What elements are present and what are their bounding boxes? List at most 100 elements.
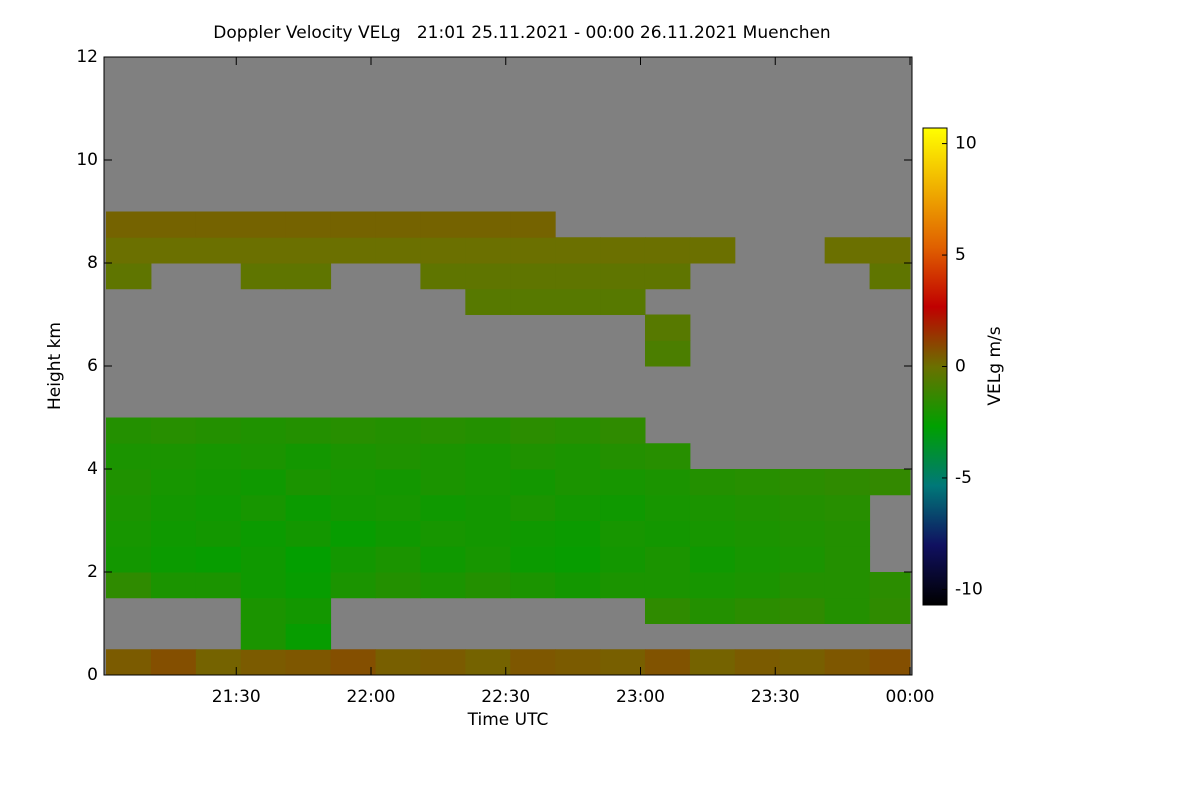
heatmap-cell bbox=[195, 237, 242, 264]
heatmap-cell bbox=[150, 494, 197, 521]
heatmap-cell bbox=[510, 494, 556, 521]
heatmap-cell bbox=[285, 520, 332, 547]
heatmap-cell bbox=[106, 237, 152, 264]
heatmap-cell bbox=[375, 494, 421, 521]
heatmap-cell bbox=[150, 469, 197, 496]
heatmap-cell bbox=[420, 649, 466, 676]
heatmap-cell bbox=[420, 237, 466, 264]
heatmap-cell bbox=[824, 520, 871, 547]
heatmap-cell bbox=[644, 649, 691, 676]
heatmap-cell bbox=[555, 572, 601, 599]
heatmap-cell bbox=[240, 263, 287, 290]
heatmap-cell bbox=[106, 443, 152, 470]
heatmap-cell bbox=[195, 546, 242, 573]
y-tick-label: 0 bbox=[87, 665, 98, 685]
heatmap-cell bbox=[689, 649, 736, 676]
heatmap-cell bbox=[779, 520, 826, 547]
heatmap-cell bbox=[150, 417, 197, 444]
heatmap-cell bbox=[330, 649, 376, 676]
heatmap-cell bbox=[555, 520, 601, 547]
heatmap-cell bbox=[375, 443, 421, 470]
heatmap-cell bbox=[285, 572, 332, 599]
heatmap-cell bbox=[689, 546, 736, 573]
heatmap-cell bbox=[465, 443, 511, 470]
heatmap-cell bbox=[420, 443, 466, 470]
heatmap-cell bbox=[106, 649, 152, 676]
heatmap-cell bbox=[330, 469, 376, 496]
heatmap-cell bbox=[510, 469, 556, 496]
chart-title: Doppler Velocity VELg 21:01 25.11.2021 -… bbox=[213, 23, 830, 43]
heatmap-cell bbox=[555, 469, 601, 496]
heatmap-cell bbox=[689, 572, 736, 599]
heatmap-cell bbox=[555, 494, 601, 521]
heatmap-cell bbox=[600, 288, 646, 315]
heatmap-cell bbox=[150, 649, 197, 676]
heatmap-cell bbox=[869, 572, 911, 599]
heatmap-cell bbox=[465, 546, 511, 573]
heatmap-cell bbox=[555, 443, 601, 470]
y-tick-label: 8 bbox=[87, 253, 98, 273]
y-axis-label: Height km bbox=[45, 322, 65, 410]
heatmap-cell bbox=[106, 494, 152, 521]
heatmap-cell bbox=[375, 572, 421, 599]
heatmap-cell bbox=[510, 649, 556, 676]
heatmap-cell bbox=[824, 597, 871, 624]
heatmap-cell bbox=[330, 520, 376, 547]
heatmap-cell bbox=[869, 469, 911, 496]
heatmap-cell bbox=[600, 572, 646, 599]
heatmap-cell bbox=[375, 649, 421, 676]
heatmap-cell bbox=[150, 546, 197, 573]
heatmap-cell bbox=[689, 469, 736, 496]
heatmap-cell bbox=[734, 597, 781, 624]
heatmap-cell bbox=[330, 417, 376, 444]
heatmap-cell bbox=[150, 520, 197, 547]
heatmap-cell bbox=[465, 494, 511, 521]
heatmap-cell bbox=[375, 546, 421, 573]
heatmap-cell bbox=[510, 417, 556, 444]
heatmap-cell bbox=[240, 443, 287, 470]
heatmap-cell bbox=[420, 546, 466, 573]
heatmap-cell bbox=[240, 572, 287, 599]
heatmap-cell bbox=[824, 572, 871, 599]
heatmap-cell bbox=[285, 263, 332, 290]
heatmap-cell bbox=[465, 469, 511, 496]
heatmap-cell bbox=[195, 494, 242, 521]
heatmap-cell bbox=[555, 237, 601, 264]
heatmap-cell bbox=[285, 546, 332, 573]
heatmap-cell bbox=[644, 520, 691, 547]
heatmap-cell bbox=[240, 494, 287, 521]
heatmap-cell bbox=[465, 417, 511, 444]
heatmap-cell bbox=[420, 469, 466, 496]
heatmap-cell bbox=[240, 469, 287, 496]
heatmap-cell bbox=[465, 237, 511, 264]
colorbar-tick-label: 5 bbox=[955, 245, 966, 265]
heatmap-cell bbox=[465, 520, 511, 547]
heatmap-cell bbox=[285, 597, 332, 624]
heatmap-cell bbox=[734, 649, 781, 676]
heatmap-cell bbox=[510, 443, 556, 470]
colorbar-tick-label: -5 bbox=[955, 468, 972, 488]
heatmap-cell bbox=[779, 494, 826, 521]
heatmap-cell bbox=[150, 237, 197, 264]
heatmap-cell bbox=[869, 237, 911, 264]
heatmap-cell bbox=[195, 649, 242, 676]
heatmap-cell bbox=[644, 469, 691, 496]
heatmap-cell bbox=[195, 469, 242, 496]
heatmap-cell bbox=[240, 520, 287, 547]
heatmap-cell bbox=[689, 494, 736, 521]
x-tick-label: 00:00 bbox=[886, 687, 935, 707]
heatmap-cell bbox=[824, 237, 871, 264]
heatmap-cell bbox=[285, 417, 332, 444]
heatmap-cell bbox=[824, 494, 871, 521]
x-tick-label: 23:00 bbox=[616, 687, 665, 707]
heatmap-cell bbox=[734, 546, 781, 573]
heatmap-cell bbox=[240, 623, 287, 650]
heatmap-cell bbox=[779, 572, 826, 599]
heatmap-cell bbox=[734, 469, 781, 496]
y-tick-label: 2 bbox=[87, 562, 98, 582]
heatmap-cell bbox=[824, 469, 871, 496]
heatmap-cell bbox=[779, 546, 826, 573]
heatmap-cell bbox=[644, 546, 691, 573]
